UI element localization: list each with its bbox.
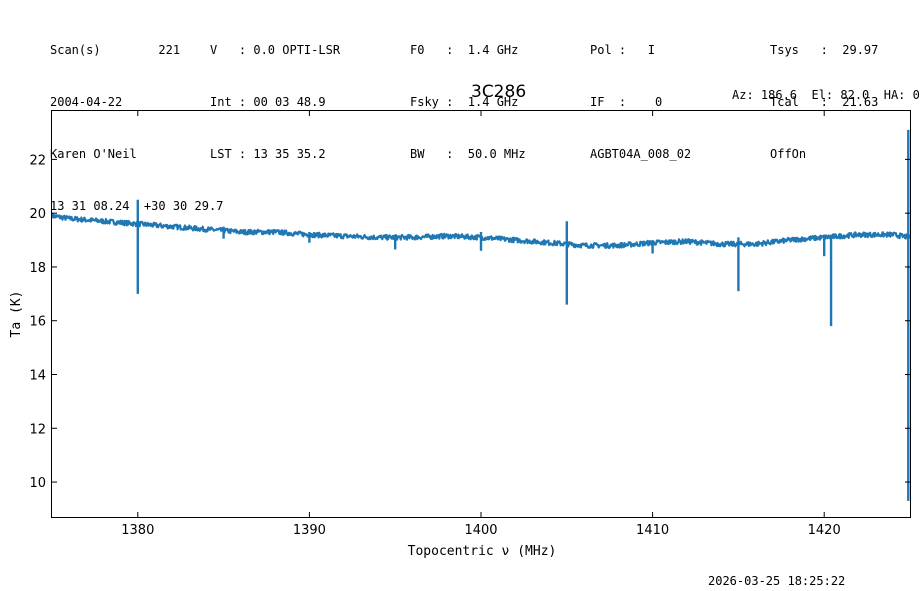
timestamp-label: 2026-03-25 18:25:22 bbox=[708, 574, 846, 588]
lst-label: LST : 13 35 35.2 bbox=[210, 147, 326, 161]
y-tick-label: 20 bbox=[29, 207, 46, 222]
y-tick-label: 12 bbox=[29, 422, 46, 437]
y-tick-label: 16 bbox=[29, 315, 46, 330]
plot-frame bbox=[51, 110, 911, 518]
x-tick-label: 1400 bbox=[464, 523, 497, 538]
project-label: AGBT04A_008_02 bbox=[590, 147, 692, 161]
y-axis-label: Ta (K) bbox=[9, 291, 24, 338]
pol-label: Pol : I bbox=[590, 43, 656, 57]
fsky-label: Fsky : 1.4 GHz bbox=[410, 95, 519, 109]
x-tick-label: 1380 bbox=[121, 523, 154, 538]
y-tick-label: 18 bbox=[29, 261, 46, 276]
x-tick-label: 1410 bbox=[636, 523, 669, 538]
x-tick-label: 1390 bbox=[293, 523, 326, 538]
header-col1: Scan(s) 221 2004-04-22 Karen O'Neil 13 3… bbox=[50, 15, 223, 237]
y-tick-label: 22 bbox=[29, 153, 46, 168]
y-tick-label: 14 bbox=[29, 368, 46, 383]
tick-layer: 1380 1390 1400 1410 1420 10 12 14 16 18 20 22 bbox=[29, 111, 910, 538]
procedure-label: OffOn bbox=[770, 147, 807, 161]
source-title: 3C286 bbox=[471, 82, 527, 102]
x-tick-label: 1420 bbox=[808, 523, 841, 538]
y-tick-label: 10 bbox=[29, 476, 46, 491]
coords-label: 13 31 08.24 +30 30 29.7 bbox=[50, 199, 224, 213]
header-col4: Pol : I IF : 0 AGBT04A_008_02 bbox=[590, 15, 691, 185]
date-label: 2004-04-22 bbox=[50, 95, 123, 109]
bw-label: BW : 50.0 MHz bbox=[410, 147, 526, 161]
header-col3: F0 : 1.4 GHz Fsky : 1.4 GHz BW : 50.0 MH… bbox=[410, 15, 526, 185]
scan-label: Scan(s) 221 bbox=[50, 43, 181, 57]
azel-label: Az: 186.6 El: 82.0 HA: 0 bbox=[732, 88, 920, 102]
header-col2: V : 0.0 OPTI-LSR Int : 00 03 48.9 LST : … bbox=[210, 15, 340, 185]
integration-label: Int : 00 03 48.9 bbox=[210, 95, 326, 109]
tsys-label: Tsys : 29.97 bbox=[770, 43, 879, 57]
header-col5: Tsys : 29.97 Tcal : 21.63 OffOn bbox=[770, 15, 878, 185]
velocity-label: V : 0.0 OPTI-LSR bbox=[210, 43, 341, 57]
if-label: IF : 0 bbox=[590, 95, 663, 109]
observer-label: Karen O'Neil bbox=[50, 147, 137, 161]
f0-label: F0 : 1.4 GHz bbox=[410, 43, 519, 57]
plot-layer bbox=[50, 129, 911, 501]
tcal-label: Tcal : 21.63 bbox=[770, 95, 879, 109]
x-axis-label: Topocentric ν (MHz) bbox=[408, 544, 557, 559]
